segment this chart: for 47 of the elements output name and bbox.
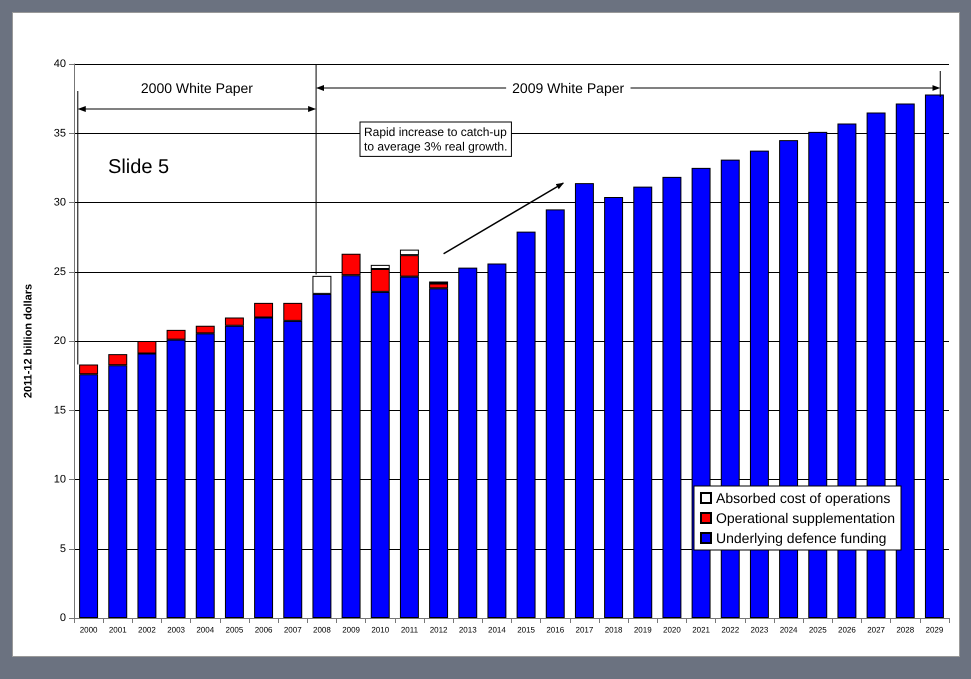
y-tick-label: 40	[54, 58, 66, 70]
x-tick-label: 2013	[458, 626, 478, 634]
y-tick-label: 35	[54, 127, 66, 140]
x-tick-label: 2023	[750, 626, 769, 634]
annotation: 2000 White Paper	[140, 80, 254, 96]
x-tick-label: 2005	[226, 626, 244, 634]
y-tick-label: 15	[54, 404, 66, 416]
legend-label: Underlying defence funding	[716, 530, 886, 546]
x-tick-label: 2011	[400, 626, 419, 634]
x-tick-label: 2001	[108, 626, 128, 634]
x-tick-label: 2018	[604, 626, 624, 634]
y-axis-title: 2011-12 billion dollars	[22, 284, 34, 398]
x-tick-label: 2015	[517, 626, 536, 634]
x-tick-label: 2020	[663, 626, 682, 634]
y-tick-label: 20	[54, 335, 66, 347]
legend-label: Absorbed cost of operations	[716, 490, 890, 506]
x-tick-label: 2000	[80, 626, 98, 634]
annotation: Rapid increase to catch-up to average 3% real growth.	[364, 125, 508, 154]
x-tick-label: 2027	[867, 626, 886, 634]
x-tick-label: 2029	[926, 626, 944, 634]
x-tick-label: 2006	[254, 626, 274, 634]
x-tick-label: 2012	[430, 626, 448, 634]
x-tick-label: 2028	[896, 626, 915, 634]
legend-label: Operational supplementation	[716, 510, 896, 526]
x-tick-label: 2009	[342, 626, 361, 634]
y-tick-label: 0	[60, 612, 66, 624]
x-tick-label: 2002	[138, 626, 156, 634]
x-tick-label: 2021	[692, 626, 711, 634]
x-tick-label: 2007	[284, 626, 302, 634]
x-tick-label: 2003	[167, 626, 186, 634]
x-tick-label: 2026	[838, 626, 856, 634]
x-tick-label: 2016	[546, 626, 565, 634]
y-tick-label: 25	[54, 266, 66, 278]
x-tick-label: 2014	[488, 626, 506, 634]
y-tick-label: 30	[54, 196, 66, 208]
y-tick-label: 10	[54, 474, 66, 486]
x-tick-label: 2025	[808, 626, 828, 634]
y-tick-label: 5	[60, 542, 66, 555]
annotation: 2009 White Paper	[512, 80, 625, 96]
x-tick-label: 2017	[576, 626, 594, 634]
x-tick-label: 2022	[721, 626, 740, 634]
x-tick-label: 2024	[780, 626, 798, 634]
x-tick-label: 2004	[196, 626, 215, 634]
x-tick-label: 2019	[634, 626, 652, 634]
x-tick-label: 2008	[313, 626, 332, 634]
x-tick-label: 2010	[371, 626, 390, 634]
annotation: Slide 5	[108, 156, 170, 178]
